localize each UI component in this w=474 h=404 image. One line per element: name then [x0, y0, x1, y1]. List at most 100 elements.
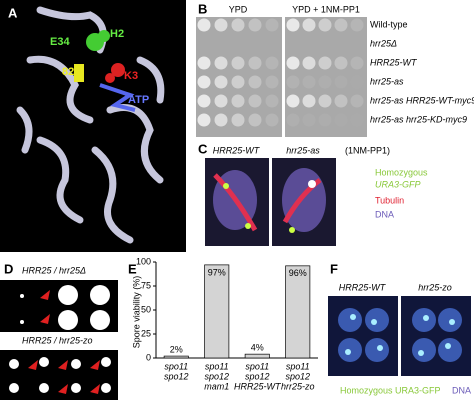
spot — [302, 113, 316, 127]
panel-label: B — [198, 1, 207, 16]
y-tick-label: 100 — [136, 256, 151, 266]
tetrad-image — [0, 350, 118, 400]
spot — [265, 56, 279, 70]
y-axis-title: Spore viability (%) — [131, 276, 141, 349]
spot — [197, 94, 211, 108]
residue-label: K3 — [124, 70, 138, 82]
ligand-label: ATP — [128, 94, 149, 106]
spot — [197, 75, 211, 89]
panel-label: A — [8, 5, 18, 20]
panel-label: F — [330, 261, 338, 276]
image-label: HRR25-WT — [339, 282, 387, 292]
residue-label: E34 — [50, 36, 70, 48]
spot — [302, 56, 316, 70]
spot — [318, 56, 332, 70]
spot — [248, 113, 262, 127]
condition-label: YPD + 1NM-PP1 — [292, 4, 360, 14]
value-label: 97% — [208, 267, 226, 277]
treatment-label: (1NM-PP1) — [345, 145, 390, 155]
spot — [231, 94, 245, 108]
spot — [351, 76, 364, 89]
strain-label: HRR25-WT — [370, 57, 418, 67]
tetrad-image — [0, 280, 118, 332]
row-label: HRR25 / hrr25Δ — [22, 265, 86, 275]
bar — [204, 264, 230, 359]
spot — [231, 75, 245, 89]
x-tick-label: spo11 — [286, 361, 310, 371]
spot — [248, 56, 262, 70]
spot — [214, 75, 228, 89]
spot — [286, 56, 300, 70]
spot — [302, 18, 316, 32]
x-tick-label: spo11 — [164, 361, 188, 371]
spot — [334, 113, 348, 127]
legend-text: Homozygous — [375, 167, 428, 177]
x-tick-label: spo12 — [204, 371, 229, 381]
spot — [197, 56, 211, 70]
image-label: HRR25-WT — [213, 145, 261, 155]
bar — [163, 355, 189, 359]
spot — [286, 94, 300, 108]
strain-label: hrr25-as — [370, 76, 404, 86]
y-tick-label: 0 — [146, 352, 151, 362]
x-tick-label: spo12 — [164, 371, 189, 381]
spot — [334, 56, 348, 70]
residue-label: H2 — [110, 28, 124, 40]
legend-text: DNA — [452, 385, 471, 395]
legend-text: Homozygous URA3-GFP — [340, 385, 441, 395]
spot — [231, 18, 245, 32]
spot — [350, 56, 364, 70]
spot — [231, 113, 245, 127]
image-label: hrr25-zo — [418, 282, 452, 292]
x-tick-label: spo11 — [245, 361, 269, 371]
condition-label: YPD — [229, 4, 248, 14]
spot — [214, 94, 228, 108]
spot — [197, 18, 211, 32]
y-tick-label: 50 — [141, 304, 151, 314]
spot — [351, 114, 364, 127]
x-tick-label: hrr25-zo — [281, 381, 315, 391]
x-tick-label: spo11 — [205, 361, 229, 371]
panel-label: E — [128, 261, 137, 276]
ligand-sticks — [74, 30, 136, 112]
spot — [286, 75, 300, 89]
x-tick-label: HRR25-WT — [234, 381, 282, 391]
residue-label: 82 — [62, 66, 74, 78]
value-label: 96% — [289, 268, 307, 278]
panel-label: C — [198, 141, 208, 156]
y-tick-label: 25 — [141, 328, 151, 338]
y-tick-label: 75 — [141, 280, 151, 290]
spot — [286, 18, 300, 32]
strain-label: hrr25-as HRR25-WT-myc9 — [370, 95, 474, 105]
row-label: HRR25 / hrr25-zo — [22, 335, 93, 345]
x-tick-label: mam1 — [204, 381, 229, 391]
legend-text: Tubulin — [375, 195, 404, 205]
spot — [214, 56, 228, 70]
spot — [265, 18, 279, 32]
legend-text: DNA — [375, 209, 394, 219]
spot — [248, 18, 262, 32]
spot — [248, 75, 262, 89]
spot — [231, 56, 245, 70]
spot — [214, 113, 228, 127]
spot — [318, 113, 332, 127]
spot — [265, 94, 279, 108]
micrograph — [328, 296, 471, 376]
spot — [286, 113, 300, 127]
spot — [334, 75, 348, 89]
strain-label: Wild-type — [370, 19, 408, 29]
spot — [302, 94, 316, 108]
bar — [285, 265, 311, 359]
spot — [197, 113, 211, 127]
panel-label: D — [4, 261, 13, 276]
strain-label: hrr25-as hrr25-KD-myc9 — [370, 114, 467, 124]
spot — [350, 18, 364, 32]
plate — [285, 17, 367, 137]
micrograph — [205, 158, 336, 246]
strain-label: hrr25Δ — [370, 38, 397, 48]
spot — [302, 75, 316, 89]
spot — [318, 75, 332, 89]
spot — [318, 18, 332, 32]
spot — [248, 94, 262, 108]
